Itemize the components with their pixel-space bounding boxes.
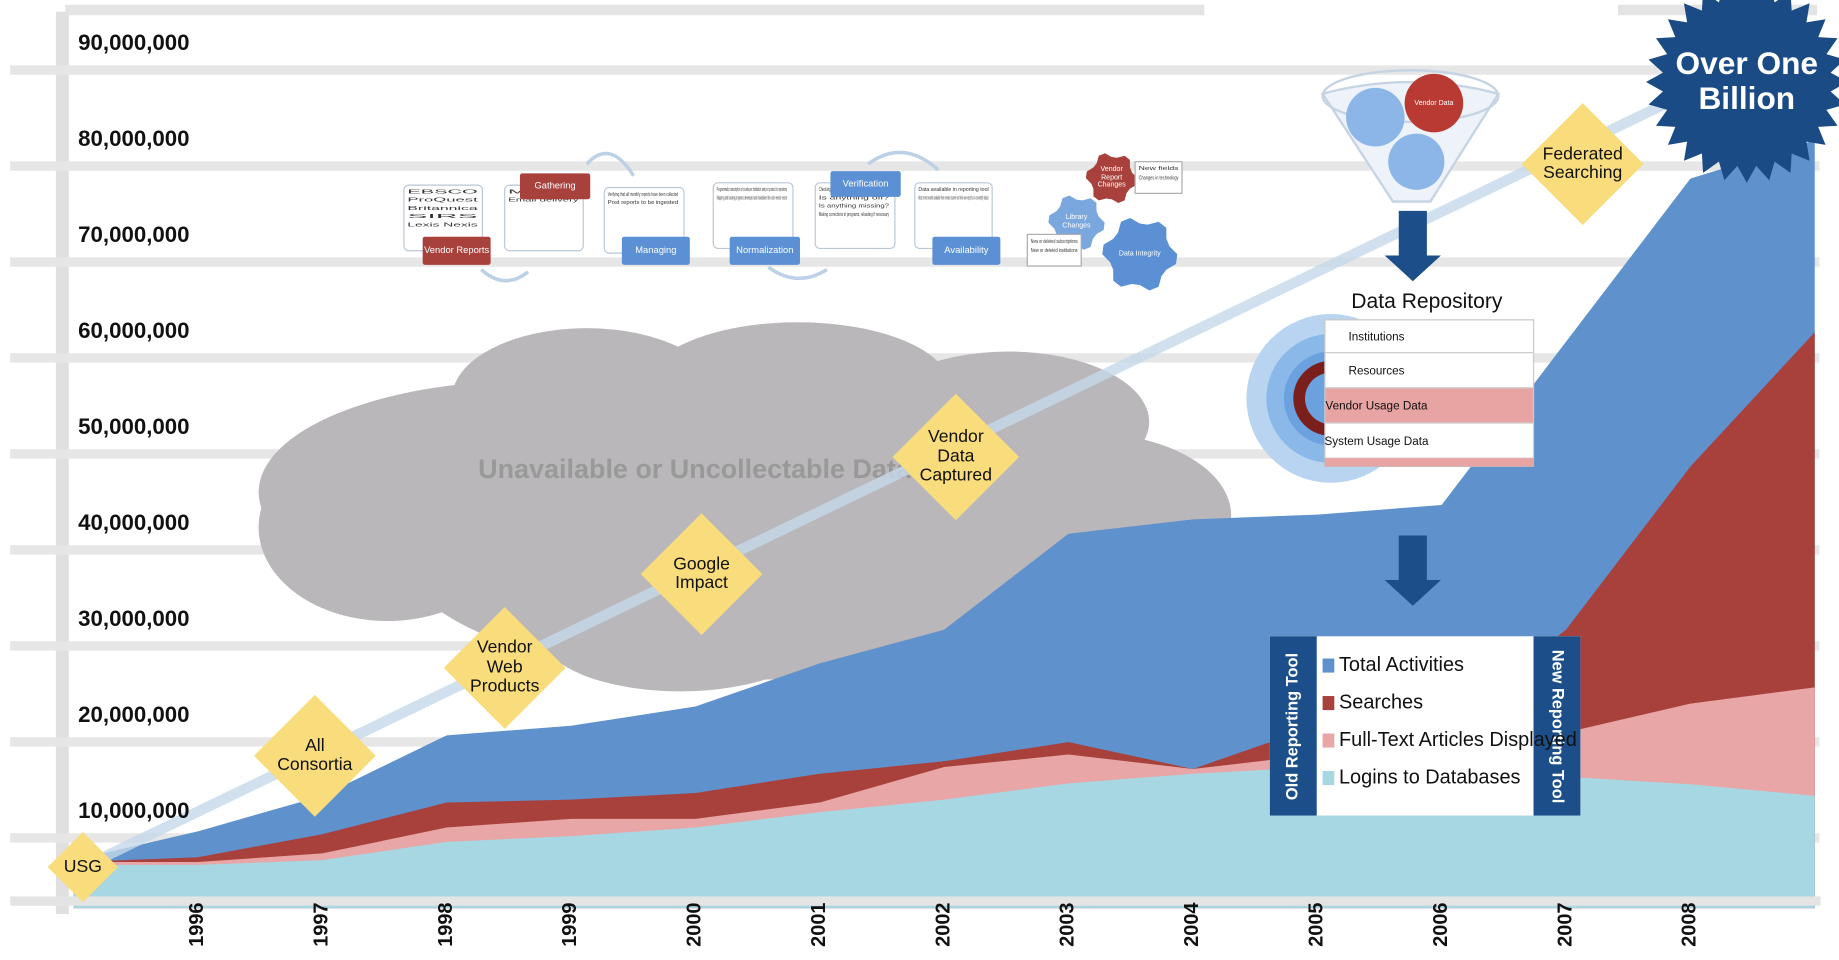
funnel-circle xyxy=(1388,134,1444,190)
process-label-box: Normalization xyxy=(730,237,800,265)
legend-swatch xyxy=(1323,734,1335,748)
process-label: Availability xyxy=(932,237,1000,265)
x-tick-label: 2002 xyxy=(932,903,954,947)
y-tick-label: 30,000,000 xyxy=(78,606,189,631)
repository-row-label: Institutions xyxy=(1349,331,1405,344)
y-tick-label: 40,000,000 xyxy=(78,510,189,535)
milestone-label-box: All Consortia xyxy=(269,710,360,801)
x-tick-label: 2003 xyxy=(1057,903,1079,947)
x-tick-label: 2007 xyxy=(1554,903,1576,947)
process-item: SIRS xyxy=(407,214,481,220)
x-tick-label: 2000 xyxy=(684,903,706,947)
y-tick-label: 60,000,000 xyxy=(78,318,189,343)
process-label: Normalization xyxy=(730,237,800,265)
x-tick-label: 1997 xyxy=(310,903,332,947)
burst-label: Over One Billion xyxy=(1674,29,1819,134)
milestone-label-box: Vendor Data Captured xyxy=(908,410,1003,505)
funnel-circle xyxy=(1346,88,1405,147)
milestone-label-box: Vendor Web Products xyxy=(459,622,550,713)
frame-bar xyxy=(65,5,1204,16)
note-item: New or deleted subscriptions xyxy=(1031,239,1078,245)
repository-band xyxy=(1325,458,1534,466)
y-tick-label: 80,000,000 xyxy=(78,126,189,151)
gear-label: Data Integrity xyxy=(1110,232,1170,277)
y-tick-label: 50,000,000 xyxy=(78,414,189,439)
gear-label-box: Vendor Report Changes xyxy=(1091,163,1132,194)
repository-row-label: Resources xyxy=(1349,365,1405,378)
legend-label: Total Activities xyxy=(1339,654,1464,676)
x-tick-label: 1996 xyxy=(186,903,208,947)
legend-label: Full-Text Articles Displayed xyxy=(1339,729,1577,751)
process-label-box: Verification xyxy=(830,171,900,197)
repository-row-label: Vendor Usage Data xyxy=(1325,400,1428,413)
milestone-label: USG xyxy=(56,841,109,894)
legend-label: Logins to Databases xyxy=(1339,766,1521,788)
y-tick-label: 70,000,000 xyxy=(78,222,189,247)
process-label-box: Gathering xyxy=(520,173,590,199)
process-item: EBSCO xyxy=(407,189,478,195)
burst-label-box: Over One Billion xyxy=(1674,29,1819,134)
process-item: Lexis Nexis xyxy=(407,222,479,228)
repository-row-label: System Usage Data xyxy=(1324,435,1429,448)
legend-side-label: New Reporting Tool xyxy=(1549,650,1567,804)
note-item: New or deleted institutions xyxy=(1031,248,1078,254)
x-axis-bar xyxy=(10,896,1820,905)
process-label: Vendor Reports xyxy=(423,237,491,265)
chart: Unavailable or Uncollectable Data 10,000… xyxy=(0,0,1839,955)
repository-title: Data Repository xyxy=(1351,290,1503,313)
process-label: Gathering xyxy=(520,173,590,199)
x-tick-label: 2005 xyxy=(1306,903,1328,947)
milestone-label-box: Google Impact xyxy=(656,528,747,619)
process-item: Verifying that all monthly reports have … xyxy=(608,192,678,198)
milestone-label-box: USG xyxy=(56,841,109,894)
process-label-box: Availability xyxy=(932,237,1000,265)
process-item: Britannica xyxy=(407,206,478,212)
milestone-label: Federated Searching xyxy=(1537,118,1628,209)
process-item: ProQuest xyxy=(407,198,479,204)
legend-swatch xyxy=(1323,771,1335,785)
x-tick-label: 1998 xyxy=(435,903,457,947)
legend-swatch xyxy=(1323,659,1335,673)
gear-label: Vendor Report Changes xyxy=(1091,163,1132,194)
process-item: Data available in reporting tool xyxy=(918,187,988,193)
process-item: Most recent month available from vendor … xyxy=(918,195,988,201)
process-item: Programmatic transcription of counts per… xyxy=(717,187,788,193)
y-tick-label: 10,000,000 xyxy=(78,798,189,823)
legend-label: Searches xyxy=(1339,691,1423,713)
legend-side-label: Old Reporting Tool xyxy=(1284,653,1302,800)
page: Unavailable or Uncollectable Data 10,000… xyxy=(0,0,1839,955)
process-label: Verification xyxy=(830,171,900,197)
milestone-label: All Consortia xyxy=(269,710,360,801)
legend-swatch xyxy=(1323,696,1335,710)
milestone-label: Vendor Web Products xyxy=(459,622,550,713)
process-label-box: Managing xyxy=(622,237,690,265)
process-label: Managing xyxy=(622,237,690,265)
x-tick-label: 2008 xyxy=(1679,903,1701,947)
process-item: Is anything missing? xyxy=(819,204,890,210)
cloud-label: Unavailable or Uncollectable Data xyxy=(478,454,912,484)
gear-label-box: Data Integrity xyxy=(1110,232,1170,277)
note-item: New fields xyxy=(1139,166,1179,172)
x-tick-label: 2006 xyxy=(1430,903,1452,947)
milestone-label: Google Impact xyxy=(656,528,747,619)
milestone-label-box: Federated Searching xyxy=(1537,118,1628,209)
note-item: Changes in technology xyxy=(1139,176,1179,182)
process-label-box: Vendor Reports xyxy=(423,237,491,265)
process-arrow xyxy=(768,267,827,278)
y-axis-bar xyxy=(56,12,69,914)
process-item: Making corrections in programs, reloadin… xyxy=(819,212,890,218)
x-tick-label: 1999 xyxy=(559,903,581,947)
y-tick-label: 20,000,000 xyxy=(78,702,189,727)
process-item: Post reports to be ingested xyxy=(608,200,679,206)
milestone-label: Vendor Data Captured xyxy=(908,410,1003,505)
process-arrow xyxy=(481,270,528,281)
x-tick-label: 2004 xyxy=(1181,903,1203,947)
y-tick-label: 90,000,000 xyxy=(78,30,189,55)
process-item: Mapping and loading programs developed a… xyxy=(717,195,788,201)
x-tick-label: 2001 xyxy=(808,903,830,947)
funnel-label: Vendor Data xyxy=(1414,100,1453,107)
